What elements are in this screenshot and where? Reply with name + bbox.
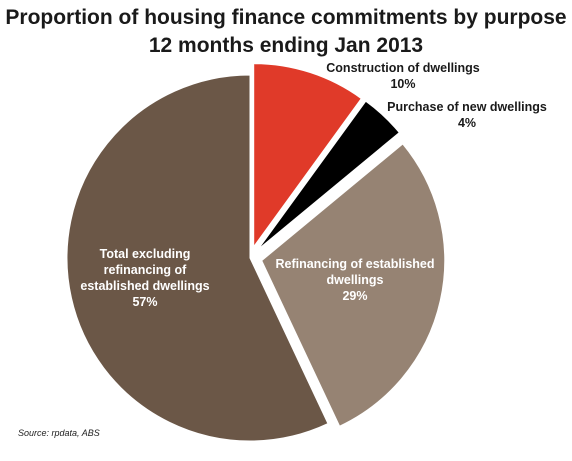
slice-value-label: 10% bbox=[390, 77, 415, 91]
pie-slice-construction-of-dwellings bbox=[253, 63, 362, 249]
slice-name-label: dwellings bbox=[327, 273, 384, 287]
slice-label-total-excluding-refinancing-of-established-dwellings: Total excluding refinancing of established… bbox=[80, 247, 209, 309]
pie-slice-purchase-of-new-dwellings bbox=[257, 100, 400, 250]
pie-slice-total-excluding-refinancing-of-established-dwellings bbox=[66, 74, 329, 442]
slice-name-label: Total excluding bbox=[100, 247, 191, 261]
slice-name-label: established dwellings bbox=[80, 279, 209, 293]
chart-subtitle: 12 months ending Jan 2013 bbox=[148, 34, 424, 57]
pie-slice-refinancing-of-established-dwellings bbox=[261, 143, 446, 427]
slice-label-construction-of-dwellings: Construction of dwellings 10% bbox=[326, 61, 480, 91]
slice-label-purchase-of-new-dwellings: Purchase of new dwellings 4% bbox=[387, 100, 547, 130]
slice-name-label: Construction of dwellings bbox=[326, 61, 480, 75]
source-note: Source: rpdata, ABS bbox=[18, 428, 100, 438]
chart-title: Proportion of housing finance commitment… bbox=[5, 6, 567, 29]
slice-value-label: 29% bbox=[342, 289, 367, 303]
slice-name-label: refinancing of bbox=[104, 263, 187, 277]
slice-value-label: 4% bbox=[458, 116, 476, 130]
slice-label-refinancing-of-established-dwellings: Refinancing of established dwellings 29% bbox=[275, 257, 434, 303]
slice-value-label: 57% bbox=[132, 295, 157, 309]
slice-name-label: Refinancing of established bbox=[275, 257, 434, 271]
slice-name-label: Purchase of new dwellings bbox=[387, 100, 547, 114]
